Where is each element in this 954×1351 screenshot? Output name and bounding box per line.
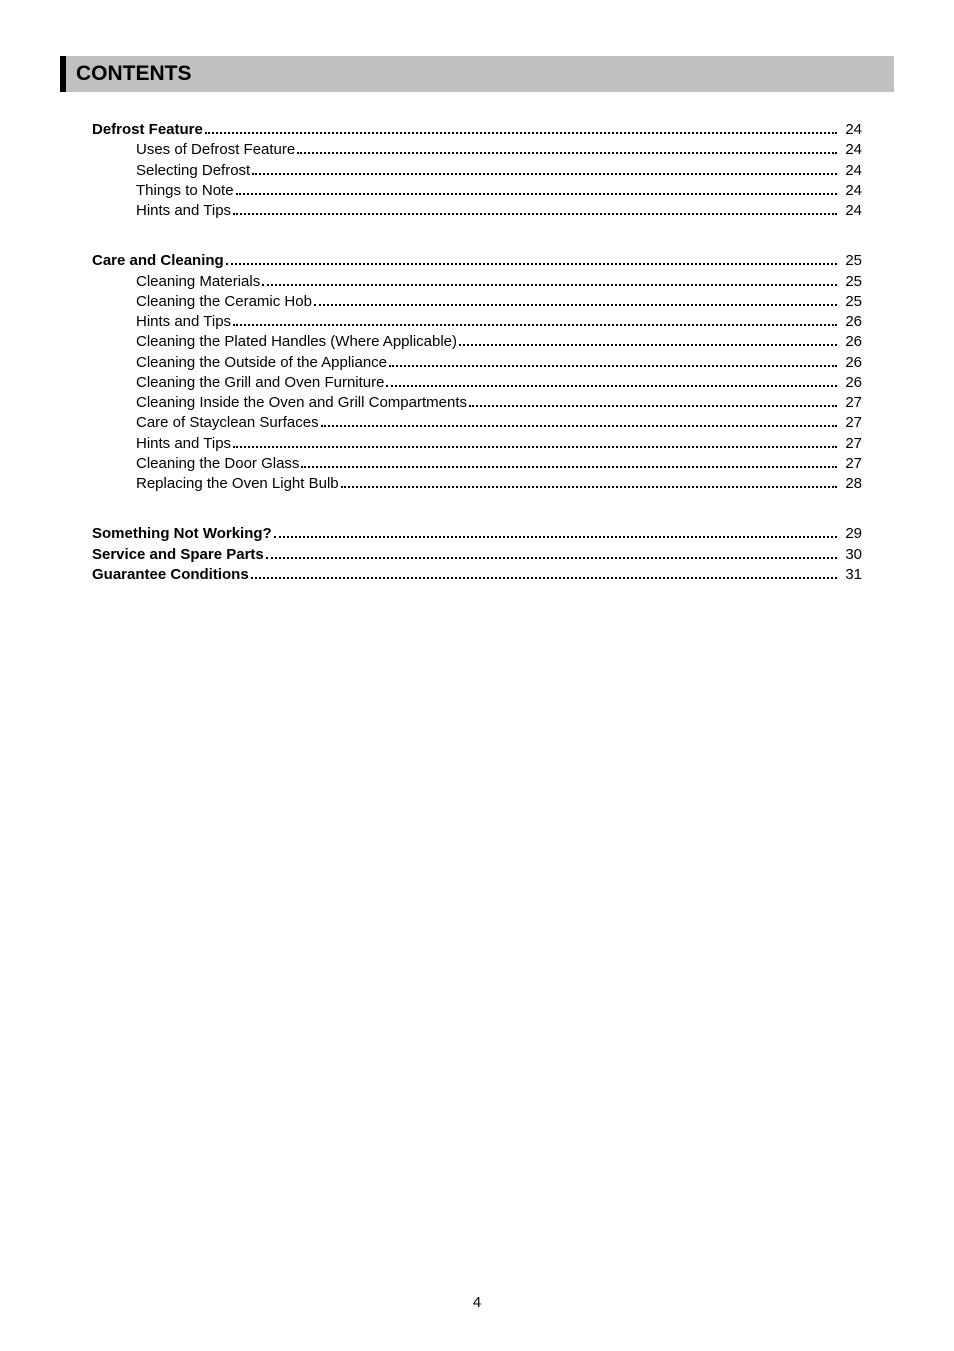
toc-item-page: 24 <box>841 201 862 221</box>
toc-item-page: 26 <box>841 353 862 373</box>
toc-leader <box>459 332 837 346</box>
page-container: CONTENTS Defrost Feature 24 Uses of Defr… <box>0 0 954 1351</box>
toc-item-label: Cleaning Inside the Oven and Grill Compa… <box>136 393 467 413</box>
toc-item-row: Selecting Defrost 24 <box>92 161 862 181</box>
toc-heading-label: Guarantee Conditions <box>92 565 249 585</box>
toc-item-label: Cleaning the Ceramic Hob <box>136 292 312 312</box>
toc-item-row: Cleaning the Ceramic Hob 25 <box>92 292 862 312</box>
toc-item-label: Cleaning the Door Glass <box>136 454 299 474</box>
toc-item-label: Hints and Tips <box>136 434 231 454</box>
toc-leader <box>233 312 837 326</box>
toc-item-page: 25 <box>841 292 862 312</box>
toc-item-row: Cleaning Inside the Oven and Grill Compa… <box>92 393 862 413</box>
toc-leader <box>262 272 837 286</box>
toc-item-row: Cleaning the Grill and Oven Furniture 26 <box>92 373 862 393</box>
toc-item-page: 27 <box>841 454 862 474</box>
toc-item-page: 26 <box>841 312 862 332</box>
toc-leader <box>226 251 838 265</box>
toc-item-page: 27 <box>841 434 862 454</box>
toc-leader <box>266 545 838 559</box>
toc-leader <box>314 292 837 306</box>
toc-leader <box>341 474 838 488</box>
toc-item-row: Uses of Defrost Feature 24 <box>92 140 862 160</box>
toc-item-label: Uses of Defrost Feature <box>136 140 295 160</box>
contents-header: CONTENTS <box>60 56 894 92</box>
toc-item-label: Cleaning the Grill and Oven Furniture <box>136 373 384 393</box>
toc-item-label: Replacing the Oven Light Bulb <box>136 474 339 494</box>
toc-item-page: 25 <box>841 272 862 292</box>
toc-section: Something Not Working? 29 Service and Sp… <box>92 524 862 585</box>
toc-item-page: 28 <box>841 474 862 494</box>
toc-item-row: Care of Stayclean Surfaces 27 <box>92 413 862 433</box>
toc-heading-label: Care and Cleaning <box>92 251 224 271</box>
toc-heading-row: Care and Cleaning 25 <box>92 251 862 271</box>
toc-leader <box>233 434 837 448</box>
toc-section: Care and Cleaning 25 Cleaning Materials … <box>92 251 862 494</box>
toc-item-label: Hints and Tips <box>136 201 231 221</box>
toc-leader <box>297 140 837 154</box>
toc-leader <box>389 353 837 367</box>
toc-leader <box>469 393 837 407</box>
toc-leader <box>233 201 837 215</box>
toc-item-label: Selecting Defrost <box>136 161 250 181</box>
toc-item-label: Cleaning the Outside of the Appliance <box>136 353 387 373</box>
toc-leader <box>386 373 837 387</box>
toc-heading-page: 24 <box>841 120 862 140</box>
toc-leader <box>301 454 837 468</box>
toc-item-label: Cleaning the Plated Handles (Where Appli… <box>136 332 457 352</box>
toc-heading-row: Service and Spare Parts 30 <box>92 545 862 565</box>
toc-heading-label: Something Not Working? <box>92 524 272 544</box>
contents-title: CONTENTS <box>76 62 192 85</box>
toc-leader <box>205 120 837 134</box>
toc-item-label: Hints and Tips <box>136 312 231 332</box>
toc-item-row: Cleaning Materials 25 <box>92 272 862 292</box>
toc-heading-label: Defrost Feature <box>92 120 203 140</box>
toc-item-row: Cleaning the Door Glass 27 <box>92 454 862 474</box>
toc-item-label: Cleaning Materials <box>136 272 260 292</box>
toc-heading-page: 30 <box>841 545 862 565</box>
toc-item-label: Things to Note <box>136 181 234 201</box>
toc-leader <box>251 565 838 579</box>
toc-item-row: Hints and Tips 26 <box>92 312 862 332</box>
toc-heading-row: Something Not Working? 29 <box>92 524 862 544</box>
toc-section: Defrost Feature 24 Uses of Defrost Featu… <box>92 120 862 221</box>
toc-item-row: Cleaning the Outside of the Appliance 26 <box>92 353 862 373</box>
toc-heading-page: 25 <box>841 251 862 271</box>
toc-item-page: 24 <box>841 181 862 201</box>
toc-heading-page: 31 <box>841 565 862 585</box>
toc-leader <box>252 161 837 175</box>
toc-item-page: 24 <box>841 140 862 160</box>
toc-item-row: Cleaning the Plated Handles (Where Appli… <box>92 332 862 352</box>
toc-item-page: 27 <box>841 393 862 413</box>
page-number: 4 <box>0 1294 954 1311</box>
toc-heading-label: Service and Spare Parts <box>92 545 264 565</box>
toc-item-row: Hints and Tips 24 <box>92 201 862 221</box>
toc-item-row: Hints and Tips 27 <box>92 434 862 454</box>
toc-item-row: Things to Note 24 <box>92 181 862 201</box>
toc-heading-page: 29 <box>841 524 862 544</box>
toc-leader <box>321 413 838 427</box>
toc-item-page: 26 <box>841 332 862 352</box>
toc-leader <box>274 524 838 538</box>
toc-item-page: 27 <box>841 413 862 433</box>
toc-item-page: 24 <box>841 161 862 181</box>
toc-heading-row: Defrost Feature 24 <box>92 120 862 140</box>
toc-item-page: 26 <box>841 373 862 393</box>
toc-leader <box>236 181 838 195</box>
toc-heading-row: Guarantee Conditions 31 <box>92 565 862 585</box>
toc-item-label: Care of Stayclean Surfaces <box>136 413 319 433</box>
toc-item-row: Replacing the Oven Light Bulb 28 <box>92 474 862 494</box>
